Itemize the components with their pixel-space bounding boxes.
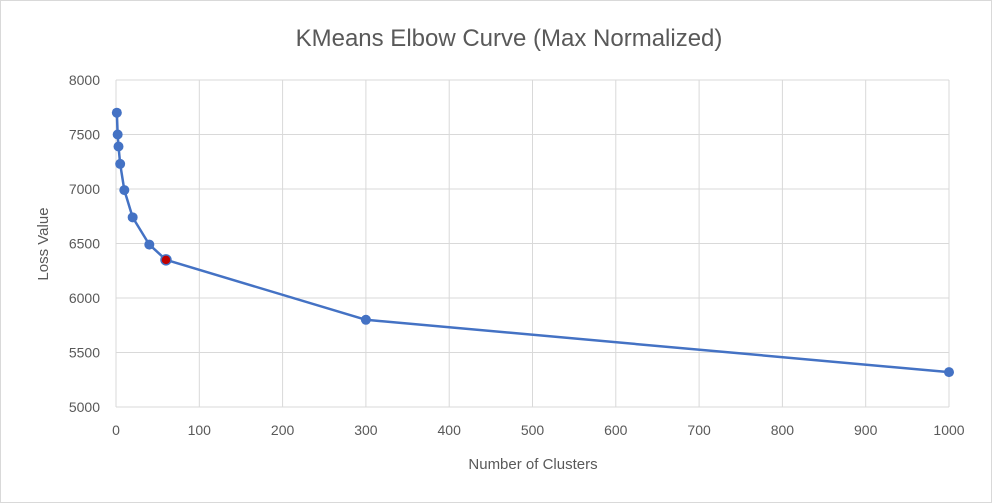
chart-title: KMeans Elbow Curve (Max Normalized)	[296, 25, 723, 52]
data-point	[119, 185, 130, 196]
data-point	[112, 129, 123, 140]
x-tick-label: 800	[771, 422, 795, 438]
data-point	[944, 367, 954, 378]
x-tick-label: 700	[687, 422, 711, 438]
grid-layer	[115, 79, 950, 408]
x-tick-label: 400	[438, 422, 462, 438]
x-tick-label: 500	[521, 422, 545, 438]
y-tick-label: 5500	[69, 345, 100, 361]
y-tick-label: 8000	[69, 72, 100, 88]
tick-layer: 5000 5500 6000 6500 7000 7500 8000 0 100 200 300 40…	[69, 72, 965, 438]
series-layer	[111, 107, 954, 378]
y-tick-label: 7000	[69, 181, 100, 197]
x-tick-label: 1000	[933, 422, 964, 438]
x-tick-label: 300	[354, 422, 378, 438]
x-axis-title: Number of Clusters	[468, 456, 597, 473]
x-tick-label: 100	[188, 422, 212, 438]
x-tick-label: 0	[112, 422, 120, 438]
series-line	[115, 112, 950, 374]
data-point	[127, 212, 138, 223]
data-point	[113, 141, 124, 152]
data-point	[111, 107, 122, 118]
y-tick-label: 6500	[69, 236, 100, 252]
y-tick-label: 5000	[69, 399, 100, 415]
data-point	[144, 239, 155, 250]
y-axis-title: Loss Value	[35, 207, 52, 280]
data-point	[115, 158, 126, 169]
data-point	[360, 314, 371, 325]
y-tick-label: 7500	[69, 127, 100, 143]
x-tick-label: 600	[604, 422, 628, 438]
x-tick-label: 900	[854, 422, 878, 438]
highlighted-data-point	[160, 254, 172, 266]
y-tick-label: 6000	[69, 290, 100, 306]
x-tick-label: 200	[271, 422, 295, 438]
